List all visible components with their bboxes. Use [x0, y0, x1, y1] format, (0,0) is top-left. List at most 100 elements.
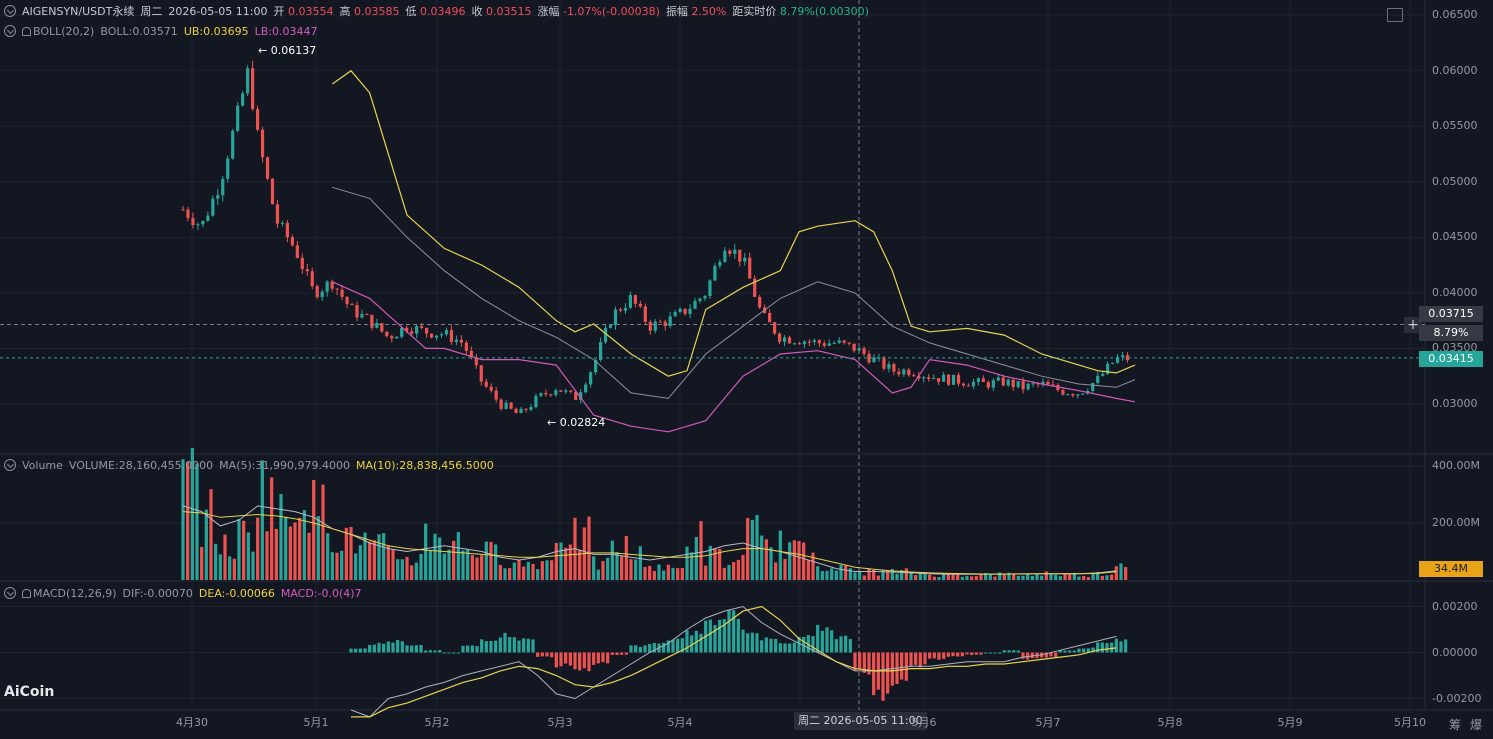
macd-bar	[582, 652, 586, 669]
chips-button[interactable]: 筹	[1449, 718, 1462, 732]
macd-bar	[1124, 639, 1128, 653]
macd-bar	[1119, 641, 1123, 653]
volume-bar	[377, 534, 381, 580]
volume-bar	[181, 459, 185, 580]
macd-bar	[1096, 642, 1100, 653]
candle-body	[996, 377, 1000, 381]
volume-bar	[960, 576, 964, 580]
macd-bar	[760, 640, 764, 653]
candle-body	[807, 341, 811, 343]
volume-bar	[1110, 574, 1114, 580]
macd-bar	[382, 643, 386, 653]
add-order-button[interactable]: +	[1404, 317, 1422, 333]
eye-icon[interactable]	[4, 459, 16, 471]
volume-bar	[727, 564, 731, 580]
candle-body	[787, 337, 792, 344]
candle-body	[375, 323, 379, 328]
candle-body	[1046, 381, 1050, 385]
macd-bar	[867, 652, 871, 675]
dist-label: 距实时价	[732, 5, 777, 18]
candle-body	[832, 342, 836, 344]
volume-bar	[652, 570, 656, 580]
candle-body	[1031, 383, 1035, 385]
macd-bar	[662, 642, 666, 653]
candle-body	[434, 335, 439, 338]
candle-body	[1051, 384, 1055, 386]
amp-label: 振幅	[665, 5, 688, 18]
eye-icon[interactable]	[4, 5, 16, 17]
candle-body	[340, 289, 344, 297]
candle-body	[817, 340, 821, 344]
volume-bar	[722, 567, 726, 580]
candle-body	[688, 308, 692, 314]
volume-bar	[461, 550, 465, 580]
macd-bar	[1054, 652, 1058, 657]
fullscreen-icon[interactable]	[1387, 8, 1403, 22]
macd-bar	[960, 652, 964, 657]
candle-body	[966, 385, 971, 387]
liquidation-button[interactable]: 爆	[1470, 718, 1483, 732]
candle-body	[698, 298, 702, 301]
macd-bar	[428, 650, 432, 653]
volume-bar	[274, 528, 278, 580]
volume-bar	[484, 541, 488, 580]
candle-body	[981, 378, 985, 382]
volume-bar	[386, 545, 390, 580]
macd-bar	[825, 627, 829, 653]
candle-body	[867, 353, 871, 363]
macd-bar	[610, 652, 614, 655]
volume-ma10: MA(10):28,838,456.5000	[355, 458, 494, 472]
candle-body	[504, 402, 508, 409]
candle-body	[768, 313, 772, 323]
macd-bar	[853, 652, 857, 671]
candle-body	[524, 408, 528, 410]
volume-bar	[424, 523, 428, 580]
bell-icon[interactable]	[22, 588, 31, 598]
macd-bar	[601, 652, 605, 663]
macd-bar	[564, 652, 568, 664]
volume-bar	[218, 554, 222, 580]
eye-icon[interactable]	[4, 25, 16, 37]
bell-icon[interactable]	[22, 26, 31, 36]
macd-bar	[363, 648, 367, 653]
symbol-label: AIGENSYN/USDT永续	[22, 5, 135, 18]
candle-body	[1036, 383, 1040, 385]
volume-bar	[778, 530, 782, 580]
candle-body	[559, 390, 563, 392]
volume-bar	[928, 574, 932, 580]
macd-bar	[736, 618, 740, 653]
candle-body	[325, 281, 329, 292]
candle-body	[216, 195, 220, 199]
candle-body	[777, 333, 782, 342]
macd-bar	[433, 650, 437, 653]
volume-bar	[694, 537, 698, 580]
candle-body	[315, 286, 319, 298]
crosshair-time-label: 周二 2026-05-05 11:00	[794, 712, 927, 730]
volume-bar	[634, 559, 638, 580]
volume-bar	[629, 559, 633, 580]
macd-bar	[834, 639, 838, 653]
candle-body	[971, 381, 976, 387]
candle-body	[211, 198, 215, 216]
macd-bar	[545, 652, 549, 657]
eye-icon[interactable]	[4, 587, 16, 599]
candle-body	[1101, 373, 1105, 376]
candle-body	[300, 257, 304, 270]
candle-body	[1096, 375, 1100, 383]
volume-bar	[442, 553, 446, 580]
macd-bar	[998, 652, 1002, 654]
volume-bar	[316, 516, 320, 580]
volume-bar	[923, 572, 927, 580]
macd-bar	[811, 636, 815, 653]
candle-body	[509, 402, 513, 409]
candle-body	[628, 295, 633, 308]
volume-bar	[606, 557, 610, 580]
volume-bar	[1068, 574, 1072, 580]
macd-bar	[559, 652, 563, 667]
candle-body	[648, 321, 652, 331]
volume-bar	[293, 522, 297, 580]
candle-body	[733, 249, 737, 254]
macd-bar	[624, 652, 628, 655]
volume-bar	[228, 556, 232, 580]
